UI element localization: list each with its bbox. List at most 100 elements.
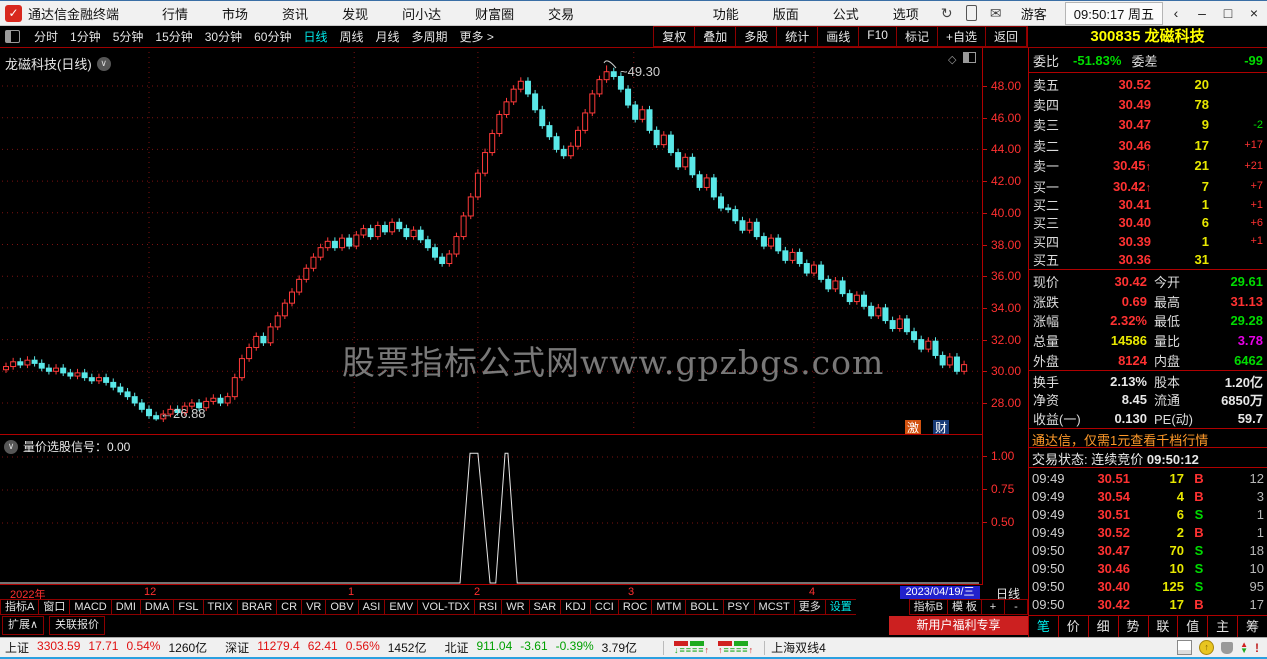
detail-tab[interactable]: 筹 — [1237, 616, 1267, 637]
indicator-tab[interactable]: MCST — [753, 599, 794, 615]
main-chart-area[interactable]: ~49.30 ←26.88 股票指标公式网www.gpzbgs.com 龙磁科技(… — [0, 48, 983, 436]
indicator-tab[interactable]: MACD — [69, 599, 111, 615]
maximize-button[interactable]: □ — [1223, 5, 1233, 21]
index-quote[interactable]: 深证 11279.4 62.41 0.56% 1452亿 — [225, 639, 426, 656]
indicator-tab[interactable]: BRAR — [236, 599, 277, 615]
detail-tab[interactable]: 势 — [1117, 616, 1148, 637]
toolbar-button[interactable]: 多股 — [735, 26, 777, 47]
close-button[interactable]: × — [1249, 5, 1259, 21]
indicator-tab[interactable]: FSL — [173, 599, 203, 615]
period-tab[interactable]: 5分钟 — [112, 30, 144, 44]
alert-icon[interactable]: ! — [1255, 640, 1259, 655]
diamond-icon[interactable]: ◇ — [948, 54, 957, 66]
refresh-icon[interactable]: ↻ — [940, 4, 953, 21]
menu-item[interactable]: 行情 — [162, 6, 189, 22]
indicator-tab[interactable]: OBV — [325, 599, 358, 615]
toolbar-button[interactable]: 统计 — [776, 26, 818, 47]
candlestick-chart[interactable]: ~49.30 ←26.88 — [0, 48, 981, 433]
report-icon[interactable] — [1177, 640, 1193, 655]
tick-list[interactable]: 09:49 30.51 17 B 12 09:49 30.54 4 B 3 09:49 30.51 6 S… — [1029, 469, 1267, 613]
tick-row[interactable]: 09:49 30.54 4 B 3 — [1029, 487, 1267, 505]
linked-quote-button[interactable]: 关联报价 — [49, 616, 105, 635]
indicator-tab[interactable]: 指标B — [908, 599, 947, 615]
period-tab[interactable]: 60分钟 — [254, 30, 292, 44]
indicator-tab[interactable]: VOL-TDX — [417, 599, 474, 615]
indicator-tab[interactable]: 模 板 — [946, 599, 981, 615]
indicator-tab[interactable]: 设置 — [824, 599, 856, 615]
ad-banner[interactable]: 通达信，仅需1元查看千档行情 — [1032, 433, 1209, 448]
indicator-tab[interactable]: EMV — [384, 599, 418, 615]
index-quote[interactable]: 上证 3303.59 17.71 0.54% 1260亿 — [5, 639, 207, 656]
menu-item[interactable]: 版面 — [772, 6, 799, 22]
menu-item[interactable]: 功能 — [712, 6, 739, 22]
index-quote[interactable]: 北证 911.04 -3.61 -0.39% 3.79亿 — [444, 639, 637, 656]
tick-row[interactable]: 09:50 30.47 70 S 18 — [1029, 541, 1267, 559]
layout-icon[interactable] — [5, 30, 20, 43]
chevron-down-icon[interactable]: ∨ — [4, 439, 18, 454]
detail-tab[interactable]: 细 — [1087, 616, 1118, 637]
menu-item[interactable]: 选项 — [892, 6, 919, 22]
up-down-arrows-icon[interactable]: ▲ ▼ — [1240, 639, 1248, 655]
indicator-tab[interactable]: ASI — [357, 599, 385, 615]
trophy-icon[interactable] — [1221, 641, 1234, 654]
toolbar-button[interactable]: 画线 — [817, 26, 859, 47]
toolbar-button[interactable]: F10 — [858, 26, 896, 47]
detail-tab[interactable]: 值 — [1177, 616, 1207, 637]
tick-row[interactable]: 09:49 30.51 6 S 1 — [1029, 505, 1267, 523]
toolbar-button[interactable]: 返回 — [984, 26, 1027, 47]
toolbar-button[interactable]: 叠加 — [694, 26, 736, 47]
period-tab[interactable]: 15分钟 — [155, 30, 193, 44]
indicator-tab[interactable]: PSY — [722, 599, 754, 615]
detail-tab[interactable]: 价 — [1057, 616, 1088, 637]
split-panel-icon[interactable] — [963, 52, 976, 63]
indicator-tab[interactable]: DMA — [139, 599, 174, 615]
period-tab[interactable]: 分时 — [34, 30, 59, 44]
badge-ji[interactable]: 激 — [905, 420, 921, 436]
toolbar-button[interactable]: +自选 — [936, 26, 985, 47]
promo-banner[interactable]: 新用户福利专享 — [889, 616, 1028, 635]
indicator-tab[interactable]: VR — [301, 599, 326, 615]
menu-item[interactable]: 交易 — [548, 6, 575, 22]
indicator-tab[interactable]: - — [1004, 599, 1028, 615]
mail-icon[interactable]: ✉ — [989, 4, 1002, 21]
indicator-tab[interactable]: DMI — [110, 599, 140, 615]
expand-button[interactable]: 扩展∧ — [2, 616, 45, 635]
indicator-tab[interactable]: 指标A — [0, 599, 39, 615]
workspace-name[interactable]: 上海双线4 — [771, 641, 826, 655]
market-signal-widget[interactable]: ↓≡≡≡≡↑ — [674, 641, 710, 655]
tick-row[interactable]: 09:50 30.46 10 S 10 — [1029, 559, 1267, 577]
tick-row[interactable]: 09:50 30.42 17 B 17 — [1029, 595, 1267, 613]
minimize-button[interactable]: – — [1198, 5, 1206, 21]
indicator-tab[interactable]: RSI — [473, 599, 502, 615]
period-tab[interactable]: 多周期 — [411, 30, 448, 44]
period-tab[interactable]: 30分钟 — [204, 30, 243, 44]
period-tab[interactable]: 1分钟 — [70, 30, 101, 44]
user-label[interactable]: 游客 — [1020, 6, 1047, 22]
indicator-tab[interactable]: + — [981, 599, 1004, 615]
indicator-tab[interactable]: WR — [501, 599, 529, 615]
tick-row[interactable]: 09:49 30.52 2 B 1 — [1029, 523, 1267, 541]
period-tab[interactable]: 周线 — [339, 30, 364, 44]
indicator-tab[interactable]: MTM — [651, 599, 686, 615]
menu-item[interactable]: 资讯 — [282, 6, 309, 22]
indicator-tab[interactable]: KDJ — [560, 599, 590, 615]
coin-icon[interactable]: ↑ — [1199, 640, 1215, 655]
chevron-down-icon[interactable]: ∨ — [96, 56, 111, 71]
tick-row[interactable]: 09:49 30.51 17 B 12 — [1029, 469, 1267, 487]
signal-chart[interactable] — [0, 435, 981, 584]
badge-cai[interactable]: 财 — [933, 420, 949, 436]
toolbar-button[interactable]: 复权 — [653, 26, 695, 47]
toolbar-button[interactable]: 标记 — [895, 26, 937, 47]
indicator-subchart[interactable] — [0, 434, 983, 585]
period-tab[interactable]: 月线 — [375, 30, 400, 44]
collapse-button[interactable]: ‹ — [1173, 5, 1179, 21]
market-signal-widget[interactable]: ↑≡≡≡≡↑ — [718, 641, 754, 655]
period-tab[interactable]: 日线 — [303, 30, 328, 44]
menu-item[interactable]: 问小达 — [402, 6, 442, 22]
indicator-tab[interactable]: SAR — [528, 599, 561, 615]
menu-item[interactable]: 公式 — [832, 6, 859, 22]
indicator-tab[interactable]: 窗口 — [38, 599, 70, 615]
menu-item[interactable]: 发现 — [342, 6, 369, 22]
mobile-icon[interactable] — [965, 5, 977, 21]
indicator-tab[interactable]: TRIX — [202, 599, 237, 615]
